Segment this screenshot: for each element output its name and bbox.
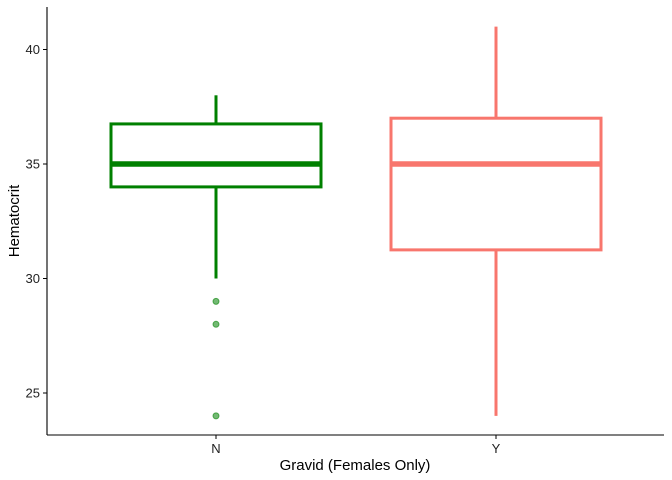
box-Y — [389, 26, 603, 416]
plot-area — [109, 26, 603, 420]
x-tick-label: Y — [492, 441, 501, 456]
y-axis-title: Hematocrit — [6, 184, 23, 257]
y-tick-label: 25 — [26, 386, 40, 401]
iqr-box — [109, 122, 323, 189]
x-tick-label: N — [211, 441, 220, 456]
y-tick-label: 40 — [26, 42, 40, 57]
y-axis: 25 30 35 40 — [26, 7, 48, 435]
y-tick-label: 35 — [26, 157, 40, 172]
box-N — [109, 95, 323, 420]
iqr-box — [389, 116, 603, 252]
y-tick-label: 30 — [26, 271, 40, 286]
outlier-point — [212, 412, 220, 420]
outlier-point — [212, 320, 220, 328]
x-axis-title: Gravid (Females Only) — [280, 457, 431, 474]
outlier-point — [212, 297, 220, 305]
